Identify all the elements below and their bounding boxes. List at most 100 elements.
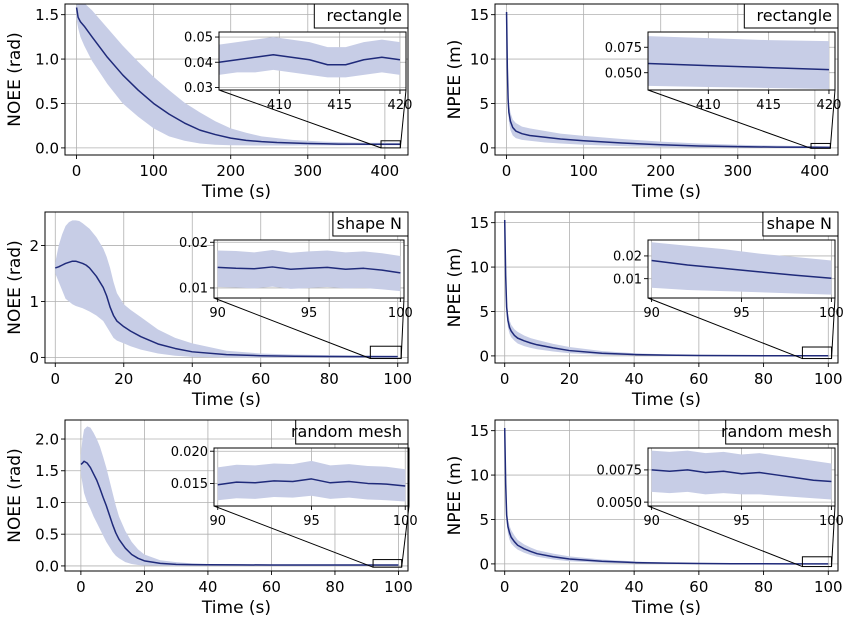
panel-label: random mesh xyxy=(291,422,402,441)
x-tick-label: 400 xyxy=(801,162,830,180)
inset-confidence-band xyxy=(648,36,829,89)
inset-bottom-left: 90 95 100 0.015 0.020 xyxy=(171,445,418,568)
inset-y-tick-label: 0.03 xyxy=(184,81,213,96)
panel-top-left: 0 100 200 300 400 0.0 0.5 1.0 1.5 410 415 420 0.03 0.… xyxy=(5,3,412,202)
zoom-connector-line xyxy=(831,505,836,567)
x-axis-label: Time (s) xyxy=(631,598,701,618)
panel-label-box xyxy=(743,3,839,29)
y-axis-label: NOEE (rad) xyxy=(5,32,25,126)
inset-frame xyxy=(647,447,836,507)
mean-line xyxy=(75,7,401,145)
inset-frame xyxy=(218,31,407,91)
inset-mean-line xyxy=(217,478,406,487)
inset-confidence-band xyxy=(217,250,401,292)
inset-y-tick-label: 0.015 xyxy=(171,477,208,492)
panel-label-box xyxy=(725,419,839,445)
plot-frame xyxy=(44,211,409,364)
y-tick-label: 0.5 xyxy=(35,95,59,113)
inset-y-tick-label: 0.050 xyxy=(605,66,642,81)
x-tick-label: 60 xyxy=(262,578,281,596)
y-tick-label: 15 xyxy=(470,422,489,440)
x-tick-label: 0 xyxy=(500,370,510,388)
x-tick-label: 0 xyxy=(76,578,86,596)
mean-line xyxy=(80,460,399,566)
inset-mean-line xyxy=(648,62,829,71)
panel-middle-right: 0 20 40 60 80 100 0 5 10 15 90 95 100 0.01 0.02 shape N… xyxy=(445,211,844,410)
x-tick-label: 0 xyxy=(51,370,61,388)
y-tick-label: 1.0 xyxy=(35,494,59,512)
inset-confidence-band xyxy=(219,37,400,78)
inset-x-tick-label: 415 xyxy=(327,98,352,113)
y-tick-label: 0 xyxy=(479,555,489,573)
zoom-connector-line xyxy=(647,297,803,360)
inset-x-tick-label: 95 xyxy=(301,306,318,321)
inset-x-tick-label: 90 xyxy=(643,514,660,529)
y-tick-label: 0 xyxy=(479,139,489,157)
x-tick-label: 80 xyxy=(325,578,344,596)
plot-frame xyxy=(494,211,839,364)
zoom-connector-line xyxy=(399,89,407,148)
inset-x-tick-label: 90 xyxy=(209,306,226,321)
x-axis-label: Time (s) xyxy=(631,390,701,410)
confidence-band xyxy=(80,426,399,566)
x-tick-label: 20 xyxy=(560,370,579,388)
panel-label-box xyxy=(332,211,409,237)
mean-line xyxy=(505,11,831,149)
x-tick-label: 300 xyxy=(293,162,322,180)
x-axis-label: Time (s) xyxy=(201,598,271,618)
zoom-connector-line xyxy=(829,89,836,149)
y-tick-label: 0.0 xyxy=(35,557,59,575)
panel-label: shape N xyxy=(337,214,402,233)
inset-y-tick-label: 0.02 xyxy=(179,236,208,251)
x-tick-label: 80 xyxy=(754,370,773,388)
x-tick-label: 200 xyxy=(216,162,245,180)
inset-x-tick-label: 420 xyxy=(817,98,842,113)
inset-y-tick-label: 0.02 xyxy=(613,250,642,265)
y-tick-label: 15 xyxy=(470,214,489,232)
panel-label-box xyxy=(295,419,409,445)
y-tick-label: 1 xyxy=(29,293,39,311)
x-axis-label: Time (s) xyxy=(201,182,271,202)
x-tick-label: 100 xyxy=(383,370,412,388)
inset-y-tick-label: 0.020 xyxy=(171,445,208,460)
x-tick-label: 40 xyxy=(198,578,217,596)
inset-middle-right: 90 95 100 0.01 0.02 xyxy=(613,239,844,360)
inset-x-tick-label: 100 xyxy=(819,514,844,529)
inset-x-tick-label: 95 xyxy=(733,514,750,529)
inset-frame xyxy=(213,239,405,299)
inset-y-tick-label: 0.075 xyxy=(605,41,642,56)
y-tick-label: 2.0 xyxy=(35,430,59,448)
x-tick-label: 40 xyxy=(625,370,644,388)
y-tick-label: 1.5 xyxy=(35,462,59,480)
x-tick-label: 60 xyxy=(251,370,270,388)
panel-label: rectangle xyxy=(326,6,402,25)
inset-confidence-band xyxy=(217,460,406,502)
plot-frame xyxy=(494,3,839,156)
x-tick-label: 60 xyxy=(689,578,708,596)
inset-frame xyxy=(213,447,410,507)
inset-x-tick-label: 100 xyxy=(819,306,844,321)
panel-middle-left: 0 20 40 60 80 100 0 1 2 90 95 100 0.01 0.02 shape N Tim… xyxy=(5,211,413,410)
panel-label-box xyxy=(762,211,839,237)
x-tick-label: 20 xyxy=(135,578,154,596)
plot-frame xyxy=(64,419,409,572)
y-tick-label: 1.0 xyxy=(35,50,59,68)
inset-frame xyxy=(647,239,836,299)
x-tick-label: 20 xyxy=(560,578,579,596)
inset-y-tick-label: 0.01 xyxy=(179,282,208,297)
x-tick-label: 0 xyxy=(500,578,510,596)
zoom-connector-line xyxy=(831,297,836,359)
x-tick-label: 80 xyxy=(754,578,773,596)
x-tick-label: 100 xyxy=(384,578,413,596)
panel-label: shape N xyxy=(767,214,832,233)
y-axis-label: NPEE (m) xyxy=(445,40,465,120)
zoom-connector-line xyxy=(213,505,374,568)
x-tick-label: 60 xyxy=(689,370,708,388)
plot-frame xyxy=(494,419,839,572)
inset-x-tick-label: 95 xyxy=(733,306,750,321)
confidence-band xyxy=(55,220,398,358)
y-axis-label: NOEE (rad) xyxy=(5,448,25,542)
panel-bottom-left: 0 20 40 60 80 100 0.0 0.5 1.0 1.5 2.0 90 95 100 0.015 0… xyxy=(5,419,418,618)
x-tick-label: 0 xyxy=(72,162,82,180)
y-axis-label: NPEE (m) xyxy=(445,456,465,536)
